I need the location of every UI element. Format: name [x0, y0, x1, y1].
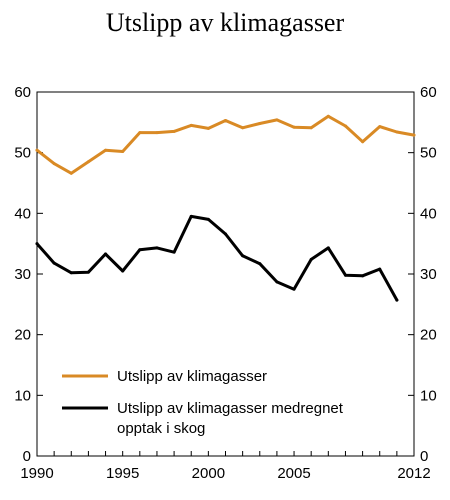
legend-label-1: Utslipp av klimagasser: [117, 368, 267, 385]
data-point: [172, 250, 176, 254]
data-point: [69, 171, 73, 175]
legend-label-2: opptak i skog: [117, 420, 205, 437]
y-tick-label-left: 20: [14, 327, 31, 344]
y-tick-label-left: 30: [14, 266, 31, 283]
data-point: [189, 214, 193, 218]
legend-label-2: Utslipp av klimagasser medregnet: [117, 400, 344, 417]
y-tick-label-left: 10: [14, 387, 31, 404]
data-point: [241, 254, 245, 258]
x-tick-label: 2005: [277, 465, 310, 482]
data-point: [361, 140, 365, 144]
y-tick-label-right: 40: [420, 205, 437, 222]
series-line-1: [35, 114, 416, 175]
data-point: [189, 123, 193, 127]
data-point: [155, 246, 159, 250]
data-point: [86, 270, 90, 274]
data-point: [241, 126, 245, 130]
data-point: [378, 125, 382, 129]
data-point: [35, 242, 39, 246]
data-point: [155, 131, 159, 135]
data-point: [35, 148, 39, 152]
y-tick-label-left: 40: [14, 205, 31, 222]
data-point: [395, 130, 399, 134]
y-tick-label-left: 0: [23, 448, 31, 465]
data-point: [138, 248, 142, 252]
data-point: [138, 131, 142, 135]
data-point: [121, 149, 125, 153]
data-point: [326, 246, 330, 250]
y-tick-label-left: 60: [14, 84, 31, 101]
data-point: [224, 119, 227, 123]
data-point: [86, 160, 90, 164]
data-point: [69, 271, 73, 275]
y-tick-label-right: 0: [420, 448, 428, 465]
x-tick-label: 2000: [192, 465, 225, 482]
data-point: [292, 287, 296, 291]
x-tick-label: 1990: [20, 465, 53, 482]
y-tick-label-left: 50: [14, 145, 31, 162]
data-point: [292, 125, 296, 129]
x-tick-label: 2012: [397, 465, 430, 482]
data-point: [343, 273, 347, 277]
series-line-2: [35, 214, 399, 302]
data-point: [361, 274, 365, 278]
data-point: [343, 124, 347, 128]
data-point: [395, 298, 399, 302]
data-point: [172, 129, 176, 133]
data-point: [309, 257, 313, 261]
y-tick-label-right: 50: [420, 145, 437, 162]
data-point: [104, 148, 108, 152]
y-tick-label-right: 60: [420, 84, 437, 101]
data-point: [378, 267, 382, 271]
data-point: [275, 118, 279, 122]
y-tick-label-right: 30: [420, 266, 437, 283]
data-point: [412, 133, 416, 137]
y-tick-label-right: 10: [420, 387, 437, 404]
data-point: [258, 122, 262, 126]
data-point: [206, 217, 210, 221]
data-point: [104, 252, 108, 256]
x-tick-label: 1995: [106, 465, 139, 482]
data-point: [52, 162, 56, 166]
data-point: [258, 262, 262, 266]
data-point: [275, 280, 279, 284]
data-point: [326, 114, 330, 118]
data-point: [52, 261, 56, 265]
data-point: [309, 126, 313, 130]
y-tick-label-right: 20: [420, 327, 437, 344]
data-point: [206, 126, 210, 130]
data-point: [121, 269, 125, 273]
data-point: [224, 232, 227, 236]
chart-title: Utslipp av klimagasser: [105, 8, 345, 37]
